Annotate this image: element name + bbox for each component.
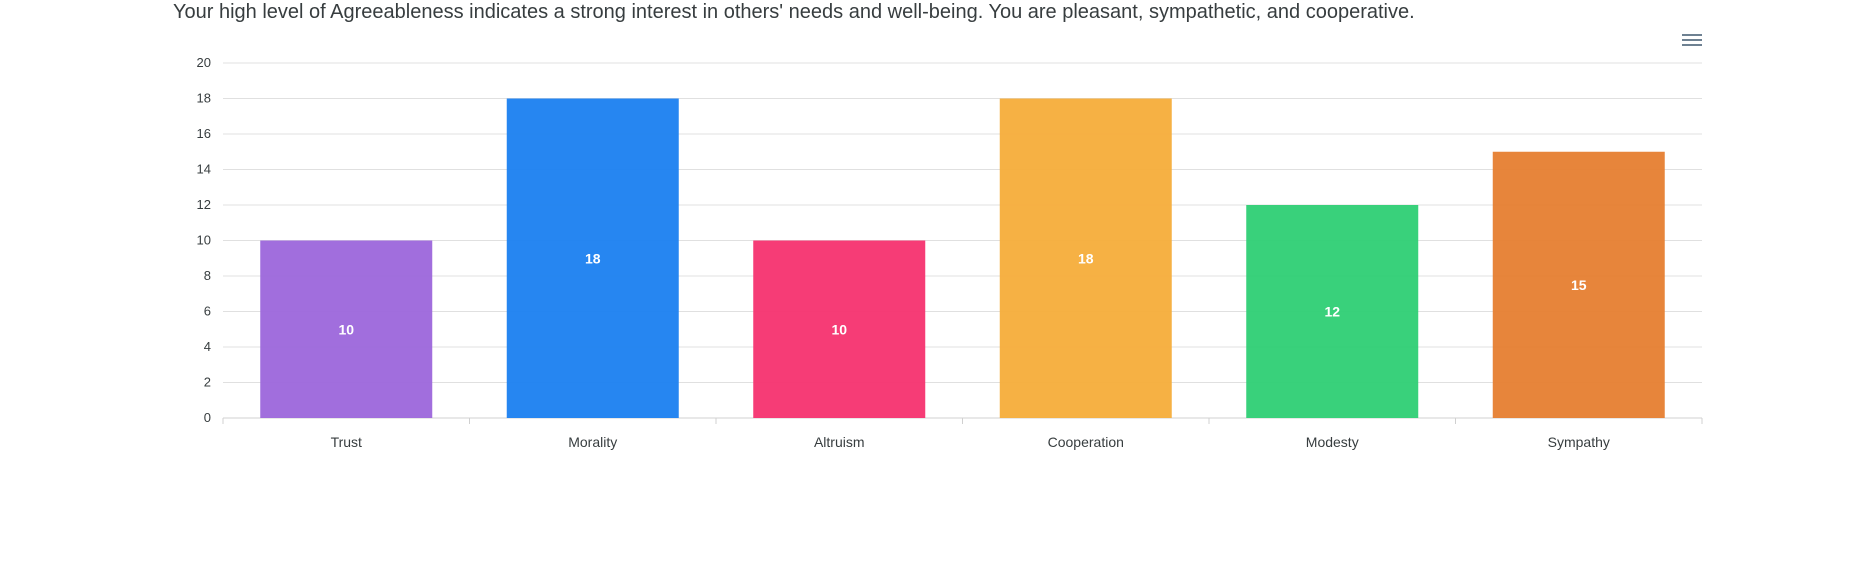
y-tick-label: 8 <box>204 268 211 283</box>
y-tick-label: 10 <box>197 233 211 248</box>
y-tick-label: 16 <box>197 126 211 141</box>
bar-modesty <box>1246 205 1419 418</box>
y-tick-label: 0 <box>204 410 211 425</box>
y-tick-label: 20 <box>197 55 211 70</box>
x-tick-label: Cooperation <box>1048 434 1124 450</box>
y-tick-label: 18 <box>197 91 211 106</box>
x-tick-label: Trust <box>331 434 362 450</box>
bar-sympathy <box>1492 151 1665 418</box>
x-tick-label: Altruism <box>814 434 865 450</box>
bar-cooperation <box>999 98 1172 418</box>
data-label: 15 <box>1571 277 1587 293</box>
x-tick-label: Sympathy <box>1548 434 1610 450</box>
bar-altruism <box>753 240 926 418</box>
data-label: 18 <box>585 250 601 266</box>
hamburger-menu-icon[interactable] <box>1680 30 1704 50</box>
y-tick-label: 6 <box>204 304 211 319</box>
data-label: 12 <box>1324 304 1340 320</box>
x-tick-label: Morality <box>568 434 617 450</box>
data-label: 10 <box>338 321 354 337</box>
bar-morality <box>506 98 679 418</box>
bar-trust <box>260 240 433 418</box>
data-label: 10 <box>831 321 847 337</box>
data-label: 18 <box>1078 250 1094 266</box>
agreeableness-description: Your high level of Agreeableness indicat… <box>173 1 1415 23</box>
y-tick-label: 14 <box>197 162 211 177</box>
x-tick-label: Modesty <box>1306 434 1359 450</box>
y-tick-label: 12 <box>197 197 211 212</box>
y-tick-label: 2 <box>204 375 211 390</box>
y-tick-label: 4 <box>204 339 211 354</box>
